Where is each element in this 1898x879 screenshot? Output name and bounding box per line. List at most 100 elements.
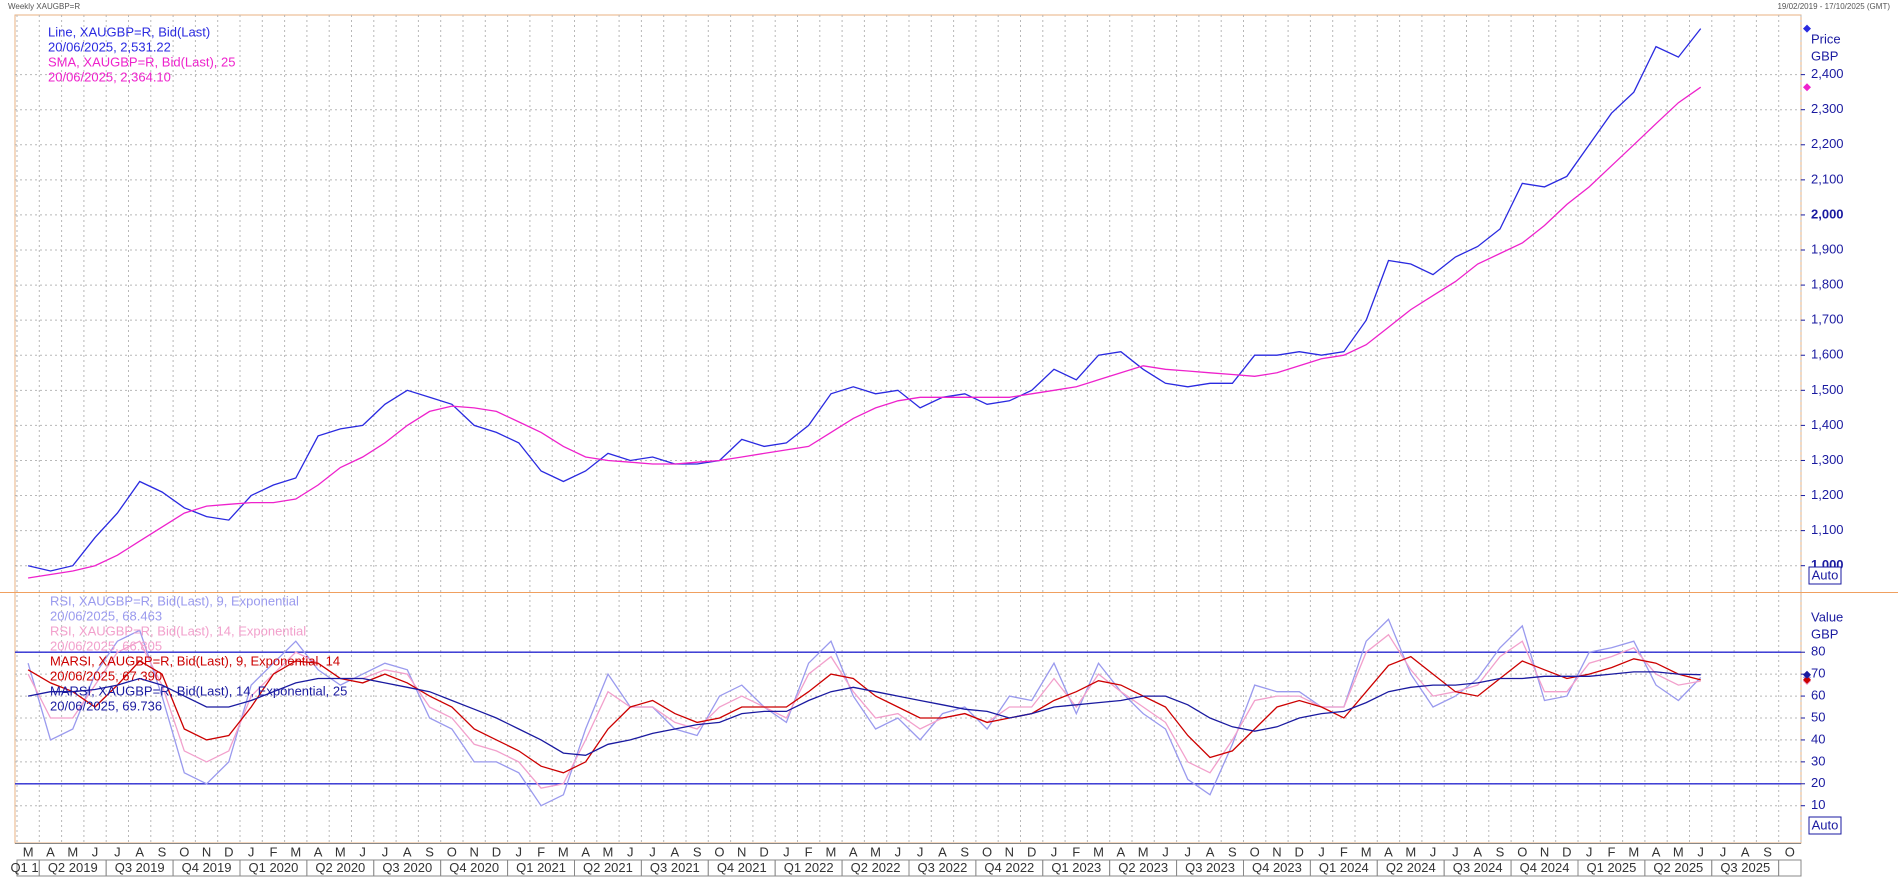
- x-month-label: S: [960, 844, 969, 859]
- x-quarter-label: Q1 2020: [249, 860, 299, 875]
- x-quarter-label: Q1 2021: [516, 860, 566, 875]
- x-month-label: A: [671, 844, 680, 859]
- y-tick-label: 2,200: [1811, 136, 1844, 151]
- last-value-marker: [1803, 670, 1811, 679]
- x-month-label: M: [23, 844, 34, 859]
- x-month-label: F: [805, 844, 813, 859]
- x-month-label: M: [1138, 844, 1149, 859]
- y-tick-label: 60: [1811, 688, 1825, 703]
- y-tick-label: 2,100: [1811, 171, 1844, 186]
- x-month-label: A: [1384, 844, 1393, 859]
- legend-last-value: 20/06/2025, 2,531.22: [48, 39, 171, 54]
- x-month-label: S: [425, 844, 434, 859]
- x-month-label: J: [1185, 844, 1192, 859]
- x-month-label: N: [1540, 844, 1549, 859]
- x-month-label: S: [158, 844, 167, 859]
- legend-last-value: 20/06/2025, 69.736: [50, 698, 162, 713]
- x-month-label: J: [649, 844, 656, 859]
- x-month-label: M: [870, 844, 881, 859]
- x-month-label: M: [290, 844, 301, 859]
- x-month-label: F: [1607, 844, 1615, 859]
- x-quarter-label: Q2 2023: [1118, 860, 1168, 875]
- x-quarter-label: Q3 2024: [1453, 860, 1503, 875]
- x-month-label: A: [581, 844, 590, 859]
- x-month-label: M: [1093, 844, 1104, 859]
- auto-button-label[interactable]: Auto: [1812, 567, 1839, 582]
- y-tick-label: 1,100: [1811, 522, 1844, 537]
- x-quarter-label: Q2 2024: [1386, 860, 1436, 875]
- series-line: [27, 28, 1702, 572]
- x-month-label: J: [783, 844, 790, 859]
- x-quarter-label: Q3 2025: [1720, 860, 1770, 875]
- x-month-label: N: [1005, 844, 1014, 859]
- x-quarter-label: Q1 2024: [1319, 860, 1369, 875]
- y-tick-label: 2,400: [1811, 66, 1844, 81]
- y-tick-label: 1,300: [1811, 452, 1844, 467]
- x-month-label: A: [403, 844, 412, 859]
- auto-button-label[interactable]: Auto: [1812, 817, 1839, 832]
- x-month-label: M: [1673, 844, 1684, 859]
- axis-title: Price: [1811, 31, 1841, 46]
- x-month-label: A: [135, 844, 144, 859]
- x-month-label: M: [1405, 844, 1416, 859]
- x-quarter-label: Q3 2023: [1185, 860, 1235, 875]
- y-tick-label: 1,200: [1811, 487, 1844, 502]
- x-quarter-label: Q4 2021: [717, 860, 767, 875]
- x-month-label: D: [492, 844, 501, 859]
- x-month-label: A: [314, 844, 323, 859]
- series-line: [27, 655, 1701, 774]
- series-line: [27, 671, 1701, 756]
- x-month-label: D: [1027, 844, 1036, 859]
- y-tick-label: 1,600: [1811, 347, 1844, 362]
- header-right: 19/02/2019 - 17/10/2025 (GMT): [1777, 2, 1890, 11]
- x-quarter-label: Q3 2020: [382, 860, 432, 875]
- x-quarter-label: Q3 2019: [115, 860, 165, 875]
- x-month-label: A: [1206, 844, 1215, 859]
- x-month-label: J: [1697, 844, 1704, 859]
- x-month-label: D: [759, 844, 768, 859]
- x-month-label: J: [516, 844, 523, 859]
- x-quarter-label: Q2 2020: [315, 860, 365, 875]
- last-value-marker: [1803, 83, 1811, 92]
- x-quarter-label: Q3 2021: [650, 860, 700, 875]
- x-quarter-label: Q1 19: [10, 860, 45, 875]
- x-quarter-label: Q1 2023: [1051, 860, 1101, 875]
- x-month-label: F: [1072, 844, 1080, 859]
- last-value-marker: [1803, 24, 1811, 33]
- y-tick-label: 1,400: [1811, 417, 1844, 432]
- legend-last-value: 20/06/2025, 66.805: [50, 638, 162, 653]
- y-tick-label: 1,800: [1811, 277, 1844, 292]
- quarter-box: [1778, 859, 1802, 877]
- x-month-label: J: [92, 844, 99, 859]
- series-line: [27, 618, 1702, 807]
- x-month-label: J: [895, 844, 902, 859]
- y-tick-label: 10: [1811, 797, 1825, 812]
- x-month-label: J: [1162, 844, 1169, 859]
- x-quarter-label: Q4 2020: [449, 860, 499, 875]
- x-quarter-label: Q1 2025: [1587, 860, 1637, 875]
- axis-title: GBP: [1811, 626, 1838, 641]
- y-tick-label: 20: [1811, 775, 1825, 790]
- y-tick-label: 2,000: [1811, 206, 1844, 221]
- x-quarter-label: Q3 2022: [918, 860, 968, 875]
- y-tick-label: 1,700: [1811, 312, 1844, 327]
- x-month-label: D: [1562, 844, 1571, 859]
- x-month-label: J: [114, 844, 121, 859]
- x-month-label: M: [1361, 844, 1372, 859]
- legend-last-value: 20/06/2025, 2,364.10: [48, 69, 171, 84]
- x-month-label: F: [537, 844, 545, 859]
- x-month-label: O: [1785, 844, 1795, 859]
- x-month-label: J: [1430, 844, 1437, 859]
- x-month-label: O: [1517, 844, 1527, 859]
- x-quarter-label: Q2 2021: [583, 860, 633, 875]
- x-month-label: J: [1051, 844, 1058, 859]
- x-quarter-label: Q1 2022: [784, 860, 834, 875]
- x-month-label: M: [826, 844, 837, 859]
- x-month-label: M: [603, 844, 614, 859]
- x-month-label: O: [179, 844, 189, 859]
- x-month-label: S: [1496, 844, 1505, 859]
- y-tick-label: 1,900: [1811, 241, 1844, 256]
- x-month-label: S: [1763, 844, 1772, 859]
- x-month-label: J: [359, 844, 366, 859]
